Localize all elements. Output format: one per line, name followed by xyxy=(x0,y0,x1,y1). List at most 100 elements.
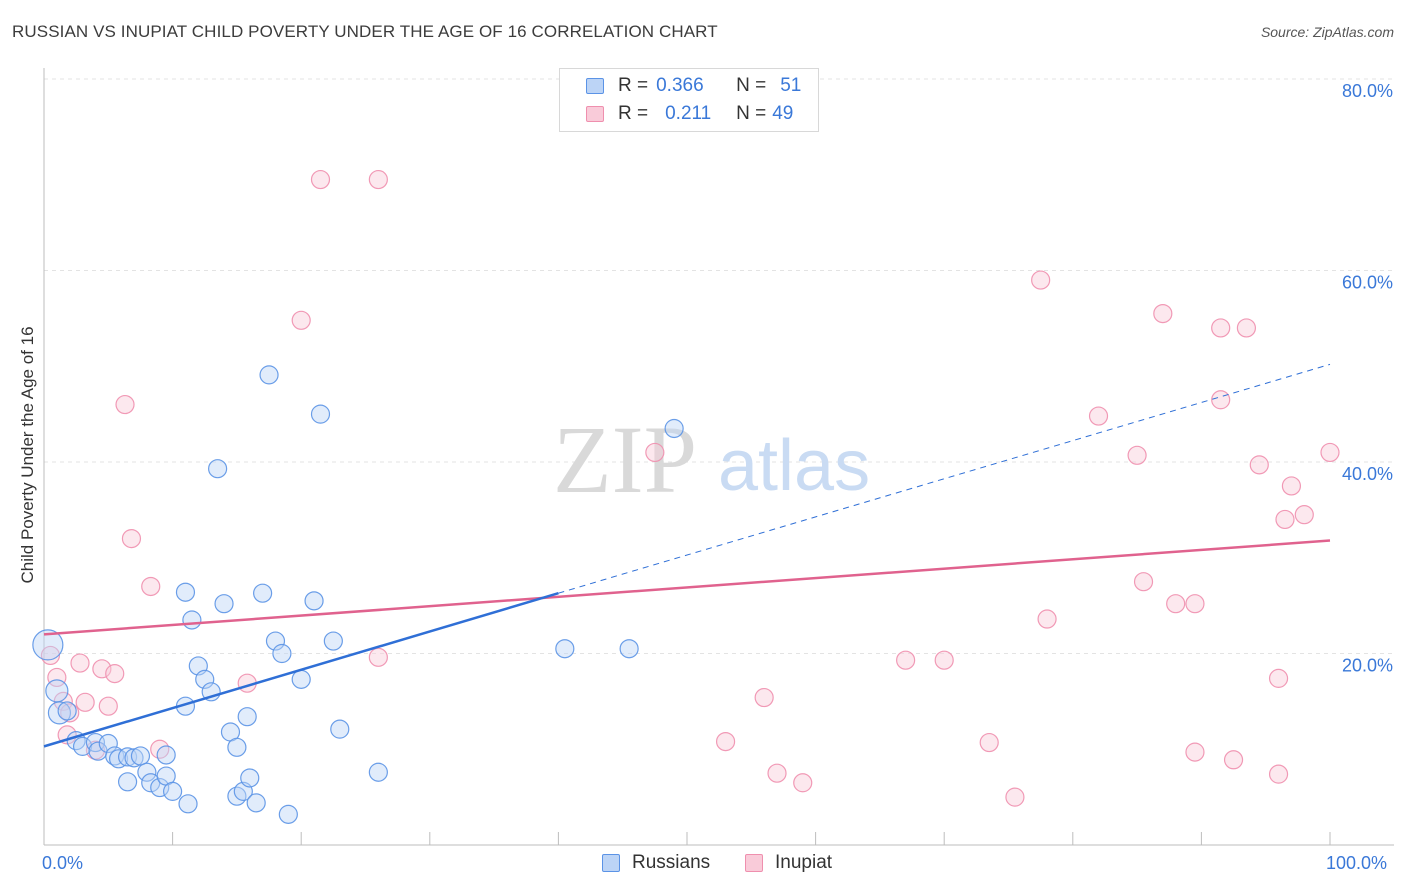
russians-point xyxy=(208,459,228,479)
russians-point xyxy=(47,701,72,725)
russians-point xyxy=(330,719,350,739)
russians-point xyxy=(156,745,176,765)
russians-point xyxy=(163,781,183,801)
russians-point xyxy=(57,701,77,721)
inupiat-point xyxy=(1211,318,1231,338)
russians-trend-line xyxy=(43,591,559,748)
axes xyxy=(43,68,1394,846)
inupiat-point xyxy=(115,394,135,415)
inupiat-point xyxy=(1133,572,1154,592)
trend-lines xyxy=(43,363,1331,748)
inupiat-point xyxy=(1281,476,1302,496)
inupiat-point xyxy=(1127,445,1147,465)
inupiat-point xyxy=(1153,303,1173,324)
legend-swatch-russians xyxy=(586,78,604,94)
inupiat-point xyxy=(715,731,736,752)
x-tick-max: 100.0% xyxy=(1326,853,1388,873)
russians-point xyxy=(72,736,93,756)
stats-legend: R = 0.366 N = 51 R = 0.211 N = 49 xyxy=(559,68,819,132)
legend-row-inupiat: R = 0.211 N = 49 xyxy=(586,102,793,126)
y-tick-label: 40.0% xyxy=(1342,464,1393,484)
inupiat-point xyxy=(1223,750,1244,770)
inupiat-point xyxy=(98,696,118,716)
watermark-zip: ZIP xyxy=(553,406,697,513)
russians-point xyxy=(259,365,279,385)
russians-point xyxy=(246,793,266,813)
legend-r-value: 0.211 xyxy=(665,103,712,124)
legend-swatch-inupiat xyxy=(745,854,763,872)
legend-r-label: R = xyxy=(618,103,649,124)
legend-n-label: N = xyxy=(736,75,767,96)
legend-swatch-inupiat xyxy=(586,106,604,122)
russians-point xyxy=(130,746,151,766)
russians-point xyxy=(117,772,138,792)
inupiat-point xyxy=(1166,594,1186,614)
russians-point xyxy=(137,762,157,782)
legend-label-russians: Russians xyxy=(632,852,711,873)
inupiat-point xyxy=(1037,609,1057,629)
y-tick-labels: 20.0% 40.0% 60.0% 80.0% xyxy=(1342,81,1393,676)
legend-swatch-russians xyxy=(602,854,620,872)
russians-point xyxy=(368,762,388,782)
legend-n-label: N = xyxy=(736,103,767,124)
inupiat-point xyxy=(75,692,95,712)
russians-trend-extension xyxy=(558,363,1331,594)
inupiat-point xyxy=(1088,406,1109,426)
inupiat-point xyxy=(1005,787,1025,807)
series-russians-points xyxy=(32,365,684,824)
russians-point xyxy=(195,669,215,689)
inupiat-point xyxy=(1185,742,1205,762)
y-tick-label: 60.0% xyxy=(1342,273,1393,293)
inupiat-trend-line xyxy=(43,539,1331,636)
x-tick-min: 0.0% xyxy=(42,853,84,873)
inupiat-point xyxy=(368,169,388,190)
russians-point xyxy=(253,583,273,603)
inupiat-point xyxy=(979,732,999,753)
inupiat-point xyxy=(1031,270,1051,290)
inupiat-point xyxy=(1268,764,1289,784)
legend-item-russians[interactable]: Russians xyxy=(602,852,710,874)
inupiat-point xyxy=(1185,594,1205,614)
russians-point xyxy=(32,629,64,661)
series-inupiat-points xyxy=(40,169,1340,807)
russians-point xyxy=(182,610,202,630)
chart-source: Source: ZipAtlas.com xyxy=(1260,24,1394,40)
y-tick-label: 80.0% xyxy=(1342,81,1393,101)
russians-point xyxy=(214,594,234,614)
inupiat-point xyxy=(1275,509,1295,530)
inupiat-point xyxy=(1249,455,1269,475)
inupiat-point xyxy=(105,664,125,684)
russians-point xyxy=(664,418,684,439)
inupiat-point xyxy=(368,647,388,667)
legend-item-inupiat[interactable]: Inupiat xyxy=(745,852,832,874)
russians-point xyxy=(175,582,196,602)
chart-title: RUSSIAN VS INUPIAT CHILD POVERTY UNDER T… xyxy=(12,22,718,41)
russians-point xyxy=(310,404,331,424)
inupiat-point xyxy=(291,310,311,330)
inupiat-point xyxy=(1268,668,1289,688)
inupiat-point xyxy=(47,667,67,688)
inupiat-point xyxy=(310,169,331,190)
inupiat-point xyxy=(92,659,112,679)
russians-point xyxy=(278,804,298,824)
russians-point xyxy=(272,643,292,664)
legend-r-label: R = xyxy=(618,75,649,96)
inupiat-point xyxy=(1294,505,1314,525)
russians-point xyxy=(619,639,639,659)
y-axis-label: Child Poverty Under the Age of 16 xyxy=(18,326,37,584)
russians-point xyxy=(178,794,198,814)
legend-n-value: 51 xyxy=(780,75,802,96)
inupiat-point xyxy=(645,442,665,463)
grid-lines xyxy=(44,78,1394,654)
watermark: ZIP atlas xyxy=(553,406,870,513)
inupiat-point xyxy=(121,528,142,549)
inupiat-point xyxy=(70,653,90,673)
russians-point xyxy=(227,737,247,757)
legend-n-value: 49 xyxy=(772,103,794,124)
inupiat-point xyxy=(754,687,774,708)
inupiat-point xyxy=(767,763,787,783)
inupiat-point xyxy=(1211,390,1231,410)
watermark-atlas: atlas xyxy=(718,426,870,506)
russians-point xyxy=(240,768,260,788)
